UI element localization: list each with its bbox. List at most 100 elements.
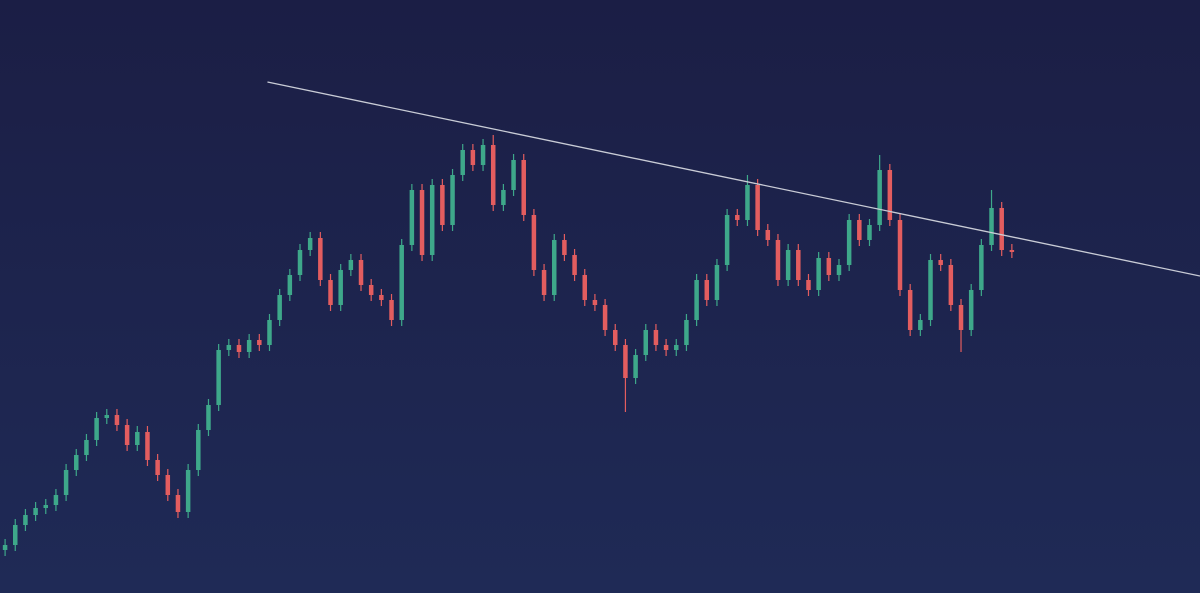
candle-body: [572, 255, 577, 275]
candle-body: [13, 525, 18, 545]
candle-body: [429, 185, 435, 255]
candle-body: [867, 225, 872, 240]
candle-body: [704, 280, 710, 300]
candle-body: [196, 430, 201, 470]
candle-body: [63, 470, 69, 495]
candle-body: [104, 415, 110, 418]
candle-body: [714, 265, 720, 300]
candle-body: [562, 240, 567, 255]
candle-body: [765, 230, 771, 240]
candle-body: [226, 345, 232, 350]
candle-body: [938, 260, 943, 265]
candle-body: [307, 238, 313, 250]
candle-body: [511, 160, 516, 190]
candle-body: [592, 300, 598, 305]
candle-body: [836, 265, 842, 275]
candle-body: [745, 185, 750, 220]
candle-body: [155, 460, 160, 475]
candle-body: [897, 220, 903, 290]
candle-body: [338, 270, 343, 305]
candle-body: [399, 245, 404, 320]
candle-body: [358, 260, 364, 285]
candle-body: [23, 515, 28, 525]
candle-body: [368, 285, 374, 295]
candle-body: [796, 250, 801, 280]
candle-body: [816, 258, 821, 290]
candle-body: [857, 220, 862, 240]
candle-body: [185, 470, 191, 512]
candle-body: [2, 545, 8, 550]
candle-body: [826, 258, 832, 275]
candle-body: [989, 208, 994, 245]
candle-body: [145, 432, 150, 460]
candle-body: [806, 280, 811, 290]
candle-body: [419, 190, 425, 255]
candle-body: [877, 170, 882, 225]
candle-body: [236, 345, 242, 352]
candle-body: [74, 455, 79, 470]
candle-body: [114, 415, 120, 425]
candle-body: [94, 418, 99, 440]
candle-body: [501, 190, 506, 205]
candle-body: [582, 275, 587, 300]
candle-body: [948, 265, 954, 305]
candle-body: [53, 495, 59, 505]
candle-body: [907, 290, 913, 330]
candle-body: [602, 305, 608, 330]
candle-body: [643, 330, 649, 355]
candle-body: [135, 432, 140, 445]
candle-body: [409, 190, 415, 245]
candle-body: [663, 345, 669, 350]
candle-body: [480, 145, 486, 165]
candle-body: [348, 260, 354, 270]
candle-body: [551, 240, 557, 295]
candle-body: [175, 495, 181, 512]
candle-body: [318, 238, 323, 280]
candle-body: [43, 505, 49, 508]
candle-body: [1009, 250, 1015, 252]
candle-body: [968, 290, 974, 330]
candle-body: [246, 340, 252, 352]
candle-body: [846, 220, 852, 265]
candle-body: [928, 260, 933, 320]
candle-body: [277, 295, 282, 320]
candle-body: [613, 330, 618, 345]
candle-body: [470, 150, 476, 165]
candle-body: [735, 215, 740, 220]
candle-body: [328, 280, 333, 305]
candle-body: [724, 215, 730, 265]
candle-body: [775, 240, 781, 280]
candle-body: [623, 345, 628, 378]
candle-body: [297, 250, 303, 275]
candle-body: [287, 275, 293, 295]
candle-body: [257, 340, 262, 345]
candle-body: [521, 160, 526, 215]
candle-body: [124, 425, 130, 445]
candle-body: [216, 350, 221, 405]
candle-body: [999, 208, 1004, 250]
candle-body: [490, 145, 496, 205]
candle-body: [694, 280, 699, 320]
candle-body: [887, 170, 893, 220]
candle-body: [531, 215, 537, 270]
candle-body: [958, 305, 964, 330]
candle-body: [755, 185, 760, 230]
candle-body: [460, 150, 465, 175]
candle-body: [684, 320, 689, 345]
candle-body: [267, 320, 272, 345]
candle-body: [389, 300, 394, 320]
candle-body: [450, 175, 455, 225]
candle-body: [84, 440, 89, 455]
candle-body: [653, 330, 659, 345]
candle-body: [33, 508, 38, 515]
trend-line: [267, 81, 1200, 277]
candle-body: [379, 295, 384, 300]
candle-body: [979, 245, 984, 290]
candle-body: [165, 475, 171, 495]
candle-body: [541, 270, 547, 295]
candle-body: [918, 320, 923, 330]
candle-body: [206, 405, 211, 430]
candle-body: [674, 345, 679, 350]
